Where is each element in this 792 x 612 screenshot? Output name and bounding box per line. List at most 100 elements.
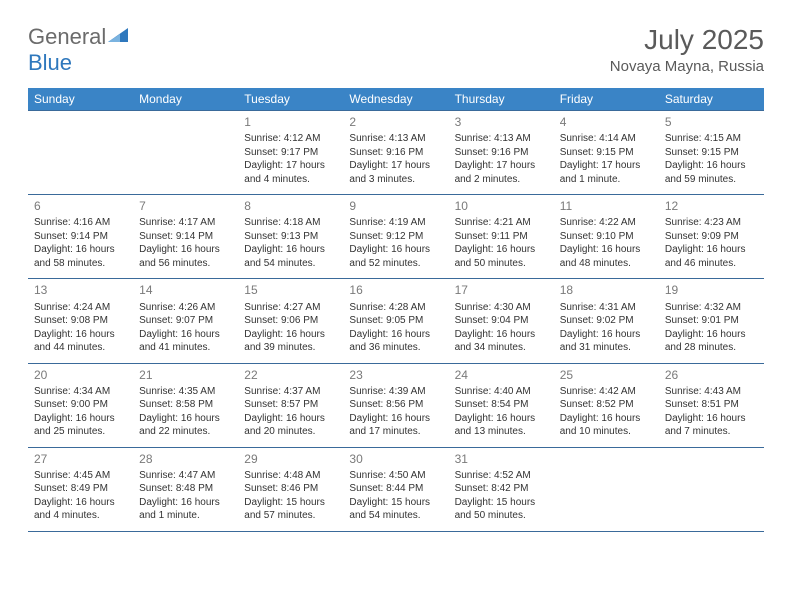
day-number: 11: [560, 198, 653, 214]
calendar-day-cell: 31Sunrise: 4:52 AMSunset: 8:42 PMDayligh…: [449, 447, 554, 531]
sunset-text: Sunset: 9:14 PM: [139, 230, 232, 244]
month-title: July 2025: [610, 24, 764, 56]
calendar-day-cell: 8Sunrise: 4:18 AMSunset: 9:13 PMDaylight…: [238, 195, 343, 279]
sunrise-text: Sunrise: 4:13 AM: [455, 132, 548, 146]
day-of-week-header: Saturday: [659, 88, 764, 111]
calendar-day-cell: 30Sunrise: 4:50 AMSunset: 8:44 PMDayligh…: [343, 447, 448, 531]
sunrise-text: Sunrise: 4:35 AM: [139, 385, 232, 399]
brand-name-blue: Blue: [28, 50, 72, 75]
header: GeneralBlue July 2025 Novaya Mayna, Russ…: [28, 24, 764, 76]
sunset-text: Sunset: 8:42 PM: [455, 482, 548, 496]
sunset-text: Sunset: 8:58 PM: [139, 398, 232, 412]
daylight-text: Daylight: 16 hours and 20 minutes.: [244, 412, 337, 439]
sunrise-text: Sunrise: 4:43 AM: [665, 385, 758, 399]
day-number: 17: [455, 282, 548, 298]
daylight-text: Daylight: 16 hours and 13 minutes.: [455, 412, 548, 439]
daylight-text: Daylight: 16 hours and 22 minutes.: [139, 412, 232, 439]
day-number: 12: [665, 198, 758, 214]
day-number: 4: [560, 114, 653, 130]
brand-logo: GeneralBlue: [28, 24, 130, 76]
daylight-text: Daylight: 16 hours and 10 minutes.: [560, 412, 653, 439]
calendar-day-cell: 3Sunrise: 4:13 AMSunset: 9:16 PMDaylight…: [449, 111, 554, 195]
calendar-day-cell: 15Sunrise: 4:27 AMSunset: 9:06 PMDayligh…: [238, 279, 343, 363]
day-number: 29: [244, 451, 337, 467]
sunset-text: Sunset: 9:07 PM: [139, 314, 232, 328]
daylight-text: Daylight: 16 hours and 56 minutes.: [139, 243, 232, 270]
brand-name: GeneralBlue: [28, 24, 130, 76]
day-number: 9: [349, 198, 442, 214]
daylight-text: Daylight: 15 hours and 57 minutes.: [244, 496, 337, 523]
daylight-text: Daylight: 17 hours and 3 minutes.: [349, 159, 442, 186]
sunset-text: Sunset: 9:10 PM: [560, 230, 653, 244]
sunrise-text: Sunrise: 4:40 AM: [455, 385, 548, 399]
sunset-text: Sunset: 8:54 PM: [455, 398, 548, 412]
sunrise-text: Sunrise: 4:47 AM: [139, 469, 232, 483]
sunrise-text: Sunrise: 4:48 AM: [244, 469, 337, 483]
day-number: 7: [139, 198, 232, 214]
calendar-day-cell: 29 Sunrise: 4:48 AMSunset: 8:46 PMDayligh…: [238, 447, 343, 531]
day-number: 1: [244, 114, 337, 130]
daylight-text: Daylight: 16 hours and 50 minutes.: [455, 243, 548, 270]
sunset-text: Sunset: 9:04 PM: [455, 314, 548, 328]
calendar-day-cell: [133, 111, 238, 195]
calendar-day-cell: 10 Sunrise: 4:21 AMSunset: 9:11 PMDayligh…: [449, 195, 554, 279]
sunset-text: Sunset: 8:46 PM: [244, 482, 337, 496]
calendar-day-cell: 6Sunrise: 4:16 AMSunset: 9:14 PMDaylight…: [28, 195, 133, 279]
day-of-week-header: Sunday: [28, 88, 133, 111]
sunrise-text: Sunrise: 4:32 AM: [665, 301, 758, 315]
day-number: 13: [34, 282, 127, 298]
calendar-day-cell: 16Sunrise: 4:28 AMSunset: 9:05 PMDayligh…: [343, 279, 448, 363]
calendar-day-cell: 24Sunrise: 4:40 AMSunset: 8:54 PMDayligh…: [449, 363, 554, 447]
sunset-text: Sunset: 9:13 PM: [244, 230, 337, 244]
calendar-day-cell: 17Sunrise: 4:30 AMSunset: 9:04 PMDayligh…: [449, 279, 554, 363]
daylight-text: Daylight: 16 hours and 41 minutes.: [139, 328, 232, 355]
daylight-text: Daylight: 16 hours and 58 minutes.: [34, 243, 127, 270]
sunrise-text: Sunrise: 4:37 AM: [244, 385, 337, 399]
calendar-day-cell: 5Sunrise: 4:15 AMSunset: 9:15 PMDaylight…: [659, 111, 764, 195]
calendar-day-cell: 13Sunrise: 4:24 AMSunset: 9:08 PMDayligh…: [28, 279, 133, 363]
sunrise-text: Sunrise: 4:23 AM: [665, 216, 758, 230]
day-number: 10: [455, 198, 548, 214]
sunrise-text: Sunrise: 4:42 AM: [560, 385, 653, 399]
brand-triangle-icon: [106, 24, 130, 49]
day-of-week-header: Tuesday: [238, 88, 343, 111]
sunset-text: Sunset: 9:16 PM: [349, 146, 442, 160]
sunset-text: Sunset: 9:02 PM: [560, 314, 653, 328]
calendar-day-cell: 20Sunrise: 4:34 AMSunset: 9:00 PMDayligh…: [28, 363, 133, 447]
sunrise-text: Sunrise: 4:52 AM: [455, 469, 548, 483]
day-number: 28: [139, 451, 232, 467]
sunset-text: Sunset: 8:52 PM: [560, 398, 653, 412]
sunset-text: Sunset: 9:15 PM: [560, 146, 653, 160]
sunset-text: Sunset: 9:17 PM: [244, 146, 337, 160]
calendar-page: GeneralBlue July 2025 Novaya Mayna, Russ…: [0, 0, 792, 556]
daylight-text: Daylight: 16 hours and 46 minutes.: [665, 243, 758, 270]
daylight-text: Daylight: 16 hours and 1 minute.: [139, 496, 232, 523]
daylight-text: Daylight: 16 hours and 25 minutes.: [34, 412, 127, 439]
sunset-text: Sunset: 9:11 PM: [455, 230, 548, 244]
sunrise-text: Sunrise: 4:39 AM: [349, 385, 442, 399]
day-number: 14: [139, 282, 232, 298]
daylight-text: Daylight: 16 hours and 36 minutes.: [349, 328, 442, 355]
daylight-text: Daylight: 16 hours and 17 minutes.: [349, 412, 442, 439]
calendar-day-cell: 19Sunrise: 4:32 AMSunset: 9:01 PMDayligh…: [659, 279, 764, 363]
calendar-day-cell: 1Sunrise: 4:12 AMSunset: 9:17 PMDaylight…: [238, 111, 343, 195]
sunset-text: Sunset: 9:14 PM: [34, 230, 127, 244]
calendar-day-cell: 23Sunrise: 4:39 AMSunset: 8:56 PMDayligh…: [343, 363, 448, 447]
calendar-day-cell: 27Sunrise: 4:45 AMSunset: 8:49 PMDayligh…: [28, 447, 133, 531]
sunrise-text: Sunrise: 4:31 AM: [560, 301, 653, 315]
day-number: 8: [244, 198, 337, 214]
sunrise-text: Sunrise: 4:50 AM: [349, 469, 442, 483]
daylight-text: Daylight: 16 hours and 34 minutes.: [455, 328, 548, 355]
sunrise-text: Sunrise: 4:17 AM: [139, 216, 232, 230]
sunset-text: Sunset: 9:00 PM: [34, 398, 127, 412]
daylight-text: Daylight: 16 hours and 44 minutes.: [34, 328, 127, 355]
sunrise-text: Sunrise: 4:21 AM: [455, 216, 548, 230]
sunrise-text: Sunrise: 4:12 AM: [244, 132, 337, 146]
day-of-week-header: Friday: [554, 88, 659, 111]
sunset-text: Sunset: 9:15 PM: [665, 146, 758, 160]
calendar-week-row: 13Sunrise: 4:24 AMSunset: 9:08 PMDayligh…: [28, 279, 764, 363]
day-number: 6: [34, 198, 127, 214]
day-number: 3: [455, 114, 548, 130]
sunrise-text: Sunrise: 4:19 AM: [349, 216, 442, 230]
sunset-text: Sunset: 9:16 PM: [455, 146, 548, 160]
